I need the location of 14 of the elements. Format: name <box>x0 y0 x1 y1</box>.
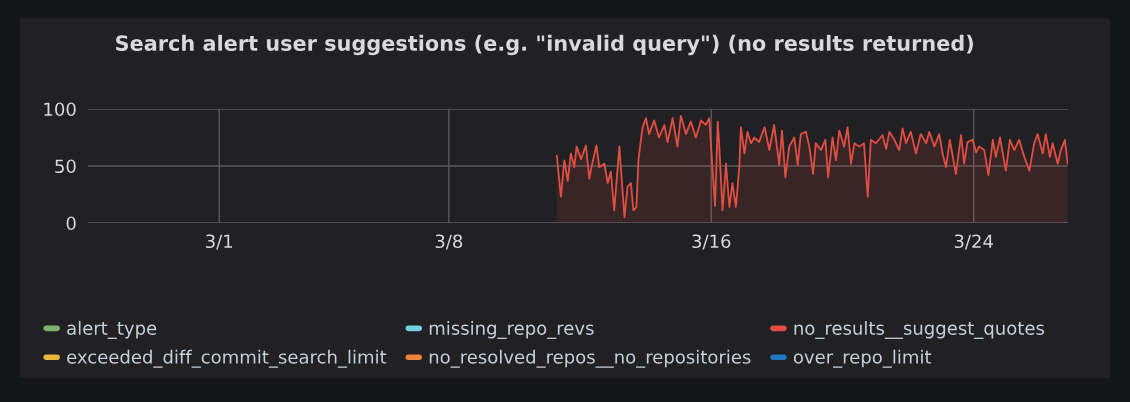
chart-title: Search alert user suggestions (e.g. "invalid query") (no results returned) <box>116 34 973 56</box>
legend-label: no_results__suggest_quotes <box>794 320 1045 339</box>
legend-label: exceeded_diff_commit_search_limit <box>67 349 387 368</box>
legend-label: missing_repo_revs <box>429 320 594 339</box>
y-tick-label: 50 <box>55 159 76 174</box>
x-tick-label: 3/1 <box>206 234 233 250</box>
legend-label: over_repo_limit <box>793 349 932 368</box>
legend-label: alert_type <box>67 320 157 339</box>
legend-label: no_resolved_repos__no_repositories <box>429 349 751 368</box>
x-tick-label: 3/16 <box>692 234 731 250</box>
y-tick-label: 100 <box>44 102 76 117</box>
x-tick-label: 3/24 <box>954 234 993 250</box>
y-tick-label: 0 <box>66 216 76 231</box>
x-tick-label: 3/8 <box>435 234 463 250</box>
